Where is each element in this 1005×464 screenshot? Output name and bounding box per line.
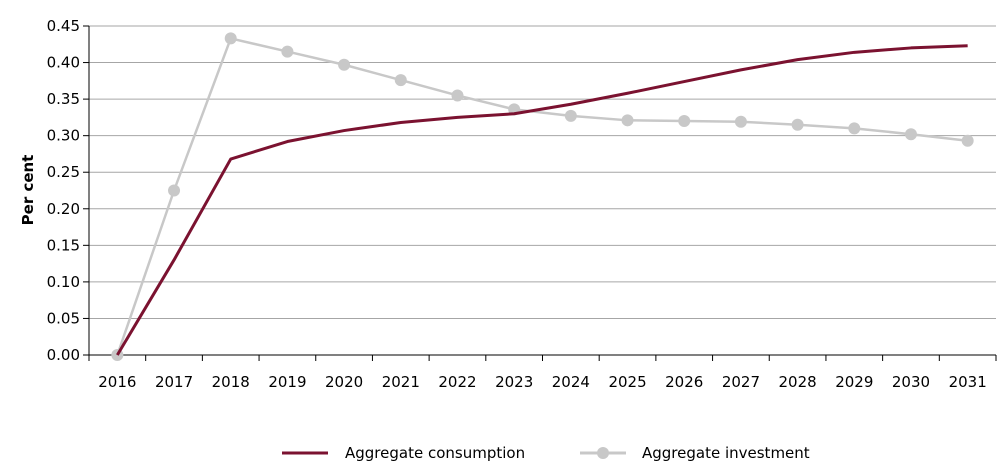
- x-tick-label: 2018: [212, 373, 250, 391]
- y-tick-label: 0.05: [47, 309, 80, 327]
- data-point: [734, 115, 747, 128]
- x-tick-label: 2021: [382, 373, 420, 391]
- data-point: [678, 115, 691, 128]
- data-point: [961, 134, 974, 147]
- data-point: [904, 128, 917, 141]
- data-point: [621, 114, 634, 127]
- y-tick-label: 0.30: [47, 127, 80, 145]
- data-point: [791, 118, 804, 131]
- x-tick-label: 2025: [608, 373, 646, 391]
- series-lines: [111, 32, 974, 361]
- data-point: [451, 89, 464, 102]
- data-point: [281, 45, 294, 58]
- legend-label-investment: Aggregate investment: [642, 444, 810, 462]
- x-tick-label: 2017: [155, 373, 193, 391]
- gridlines: [89, 25, 996, 319]
- series-aggregate-investment: [111, 32, 974, 361]
- legend-marker-investment: [597, 447, 609, 459]
- x-tick-label: 2027: [722, 373, 760, 391]
- y-tick-label: 0.45: [47, 17, 80, 35]
- x-tick-label: 2016: [98, 373, 136, 391]
- x-tick-label: 2023: [495, 373, 533, 391]
- x-tick-labels: 2016 2017 2018 2019 2020 2021 2022 2023 2024 2025…: [98, 373, 987, 391]
- x-tick-label: 2020: [325, 373, 363, 391]
- x-tick-label: 2030: [892, 373, 930, 391]
- x-tick-label: 2028: [779, 373, 817, 391]
- y-axis-title: Per cent: [19, 155, 37, 226]
- y-tick-label: 0.20: [47, 200, 80, 218]
- data-point: [338, 58, 351, 71]
- legend: Aggregate consumption Aggregate investme…: [282, 444, 810, 462]
- data-point: [848, 122, 861, 135]
- x-tick-label: 2026: [665, 373, 703, 391]
- series-aggregate-consumption: [116, 44, 968, 356]
- x-tick-label: 2019: [268, 373, 306, 391]
- series-line: [116, 44, 968, 356]
- data-point: [394, 74, 407, 87]
- x-tick-label: 2031: [949, 373, 987, 391]
- axes: [83, 25, 997, 361]
- data-point: [564, 109, 577, 122]
- series-line: [116, 37, 968, 356]
- data-point: [224, 32, 237, 45]
- y-tick-labels: 0.00 0.05 0.10 0.15 0.20 0.25 0.30 0.35 0.40 0.45: [47, 17, 80, 364]
- x-tick-label: 2029: [835, 373, 873, 391]
- y-tick-label: 0.25: [47, 163, 80, 181]
- y-tick-label: 0.10: [47, 273, 80, 291]
- data-point: [168, 184, 181, 197]
- legend-label-consumption: Aggregate consumption: [345, 444, 525, 462]
- y-tick-label: 0.00: [47, 346, 80, 364]
- y-tick-label: 0.35: [47, 90, 80, 108]
- x-tick-label: 2024: [552, 373, 590, 391]
- x-tick-label: 2022: [438, 373, 476, 391]
- y-tick-label: 0.15: [47, 236, 80, 254]
- y-tick-label: 0.40: [47, 54, 80, 72]
